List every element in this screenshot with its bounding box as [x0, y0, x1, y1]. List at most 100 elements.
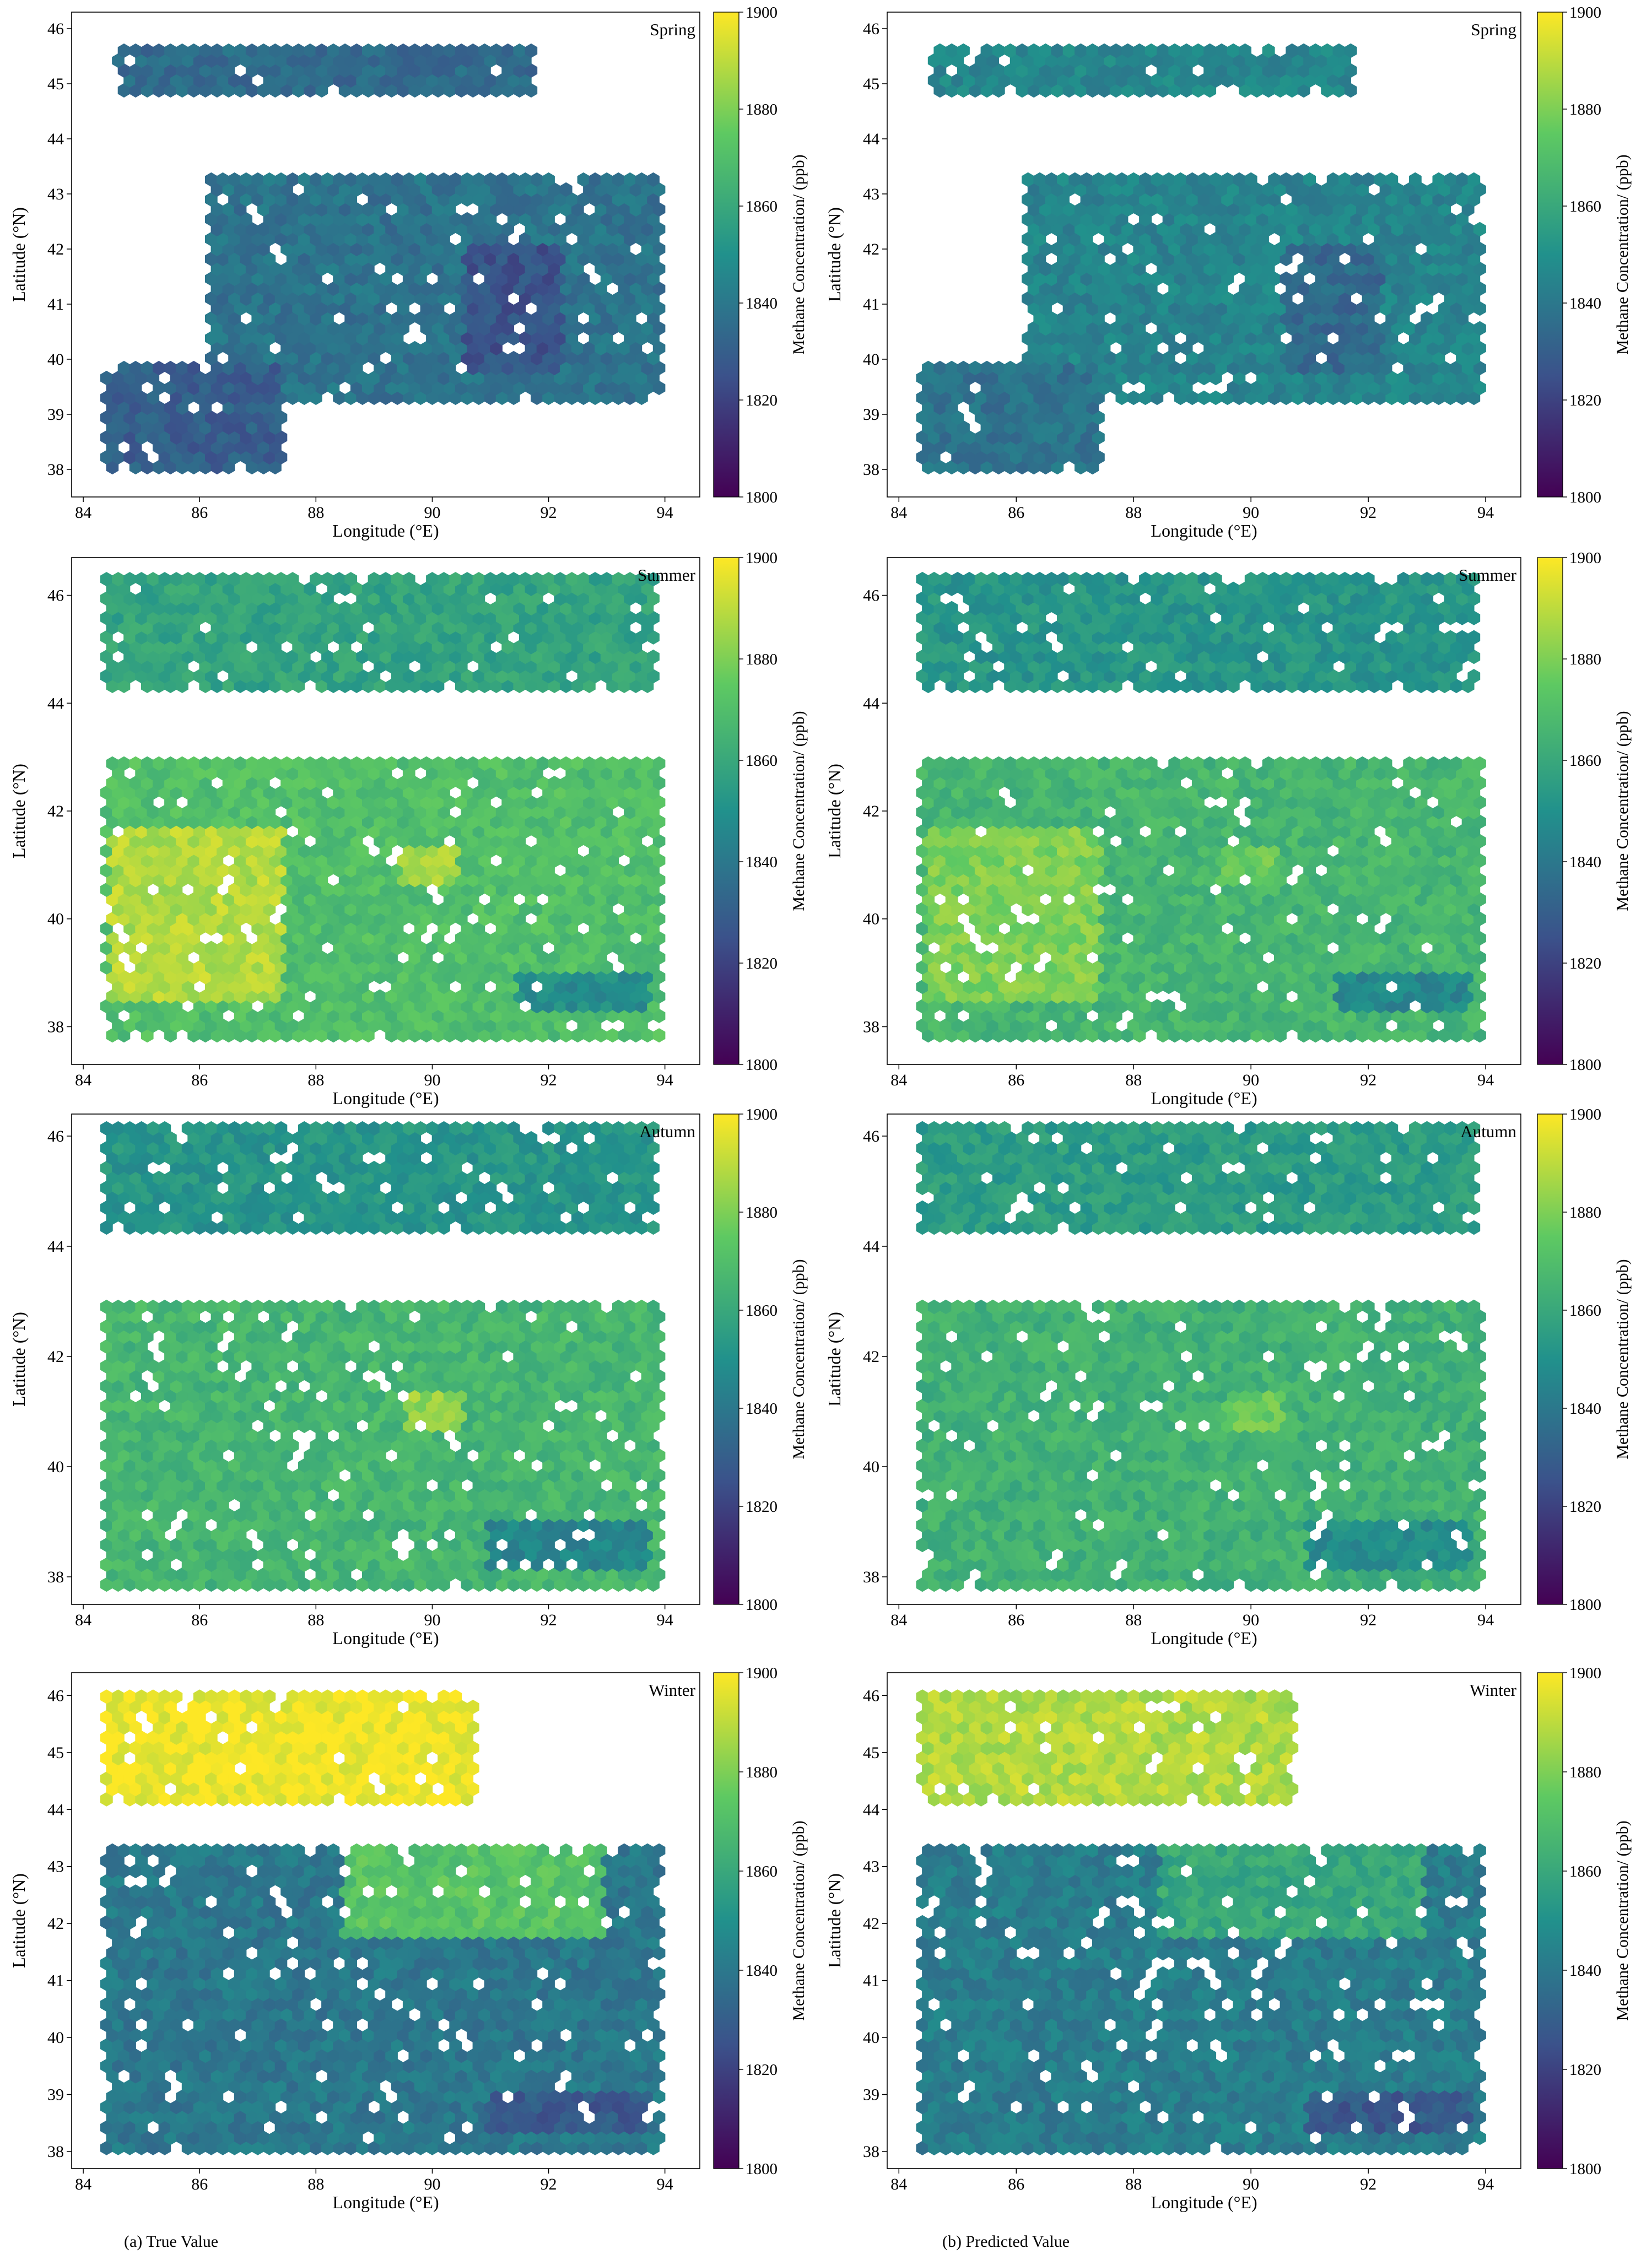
hex-cell — [519, 311, 532, 326]
hex-cell — [368, 291, 381, 306]
hex-cell — [123, 430, 136, 445]
hex-cell — [501, 301, 514, 316]
hex-cell — [170, 390, 183, 406]
hex-cell — [240, 212, 252, 227]
hex-cell — [310, 390, 322, 406]
hex-cell — [536, 241, 549, 257]
hex-cell — [158, 430, 171, 445]
hex-cell — [548, 221, 561, 237]
hex-cell — [274, 172, 288, 187]
hex-cell — [100, 390, 113, 406]
hex-cell — [420, 360, 433, 376]
hex-cell — [129, 400, 142, 415]
hex-cell — [612, 192, 625, 207]
hex-cell — [606, 321, 619, 336]
hex-cell — [280, 182, 293, 197]
hex-cell — [612, 212, 625, 227]
hex-cell — [176, 440, 188, 455]
hex-cell — [519, 212, 532, 227]
hex-cell — [571, 202, 584, 217]
hex-cell — [652, 182, 666, 197]
hex-cell — [298, 390, 311, 406]
hex-cell — [257, 460, 270, 475]
hex-cell — [652, 202, 666, 217]
y-tick-label: 45 — [863, 75, 879, 93]
hex-cell — [135, 370, 148, 386]
hex-cell — [443, 221, 456, 237]
hex-cell — [501, 321, 514, 336]
hex-cell — [269, 281, 282, 296]
hex-cell — [647, 291, 660, 306]
hex-cell — [438, 231, 450, 247]
hex-cell — [310, 251, 322, 267]
hex-cell — [350, 202, 363, 217]
hex-cell — [531, 192, 543, 207]
hex-cell — [467, 261, 479, 277]
x-tick-label: 94 — [657, 1071, 673, 1089]
hex-cell — [333, 271, 345, 286]
hex-cell — [338, 340, 352, 356]
hex-cell — [176, 460, 188, 475]
hex-cell — [228, 370, 241, 386]
hex-cell — [426, 311, 439, 326]
hex-cell — [379, 311, 392, 326]
hex-cell — [286, 271, 299, 286]
hex-cell — [327, 281, 340, 296]
hex-cell — [495, 251, 509, 267]
hex-cell — [385, 241, 398, 257]
hex-cell — [495, 370, 509, 386]
hex-cell — [531, 311, 543, 326]
hex-cell — [612, 231, 625, 247]
hex-cell — [368, 231, 381, 247]
hex-cell — [240, 291, 252, 306]
hex-cell — [327, 301, 340, 316]
hex-cell — [595, 202, 607, 217]
hex-cell — [106, 440, 119, 455]
hex-cell — [356, 231, 369, 247]
hex-cell — [449, 271, 462, 286]
hex-cell — [548, 301, 561, 316]
hex-cell — [490, 202, 503, 217]
hex-cell — [304, 340, 317, 356]
hex-cell — [402, 212, 415, 227]
hex-cell — [525, 380, 538, 396]
hex-cell — [443, 360, 456, 376]
hex-cell — [234, 281, 247, 296]
x-tick-label: 94 — [657, 504, 673, 522]
hex-cell — [559, 360, 573, 376]
hex-cell — [571, 340, 584, 356]
hex-cell — [525, 340, 538, 356]
hex-cell — [652, 221, 666, 237]
hex-cell — [402, 192, 415, 207]
hex-cell — [618, 301, 631, 316]
hex-cell — [438, 192, 450, 207]
hex-cell — [641, 182, 654, 197]
hex-cell — [589, 331, 602, 346]
hex-cell — [379, 172, 392, 187]
hex-cell — [251, 410, 264, 425]
hex-cell — [472, 331, 485, 346]
hex-cell — [391, 370, 404, 386]
hex-cell — [280, 380, 293, 396]
hex-cell — [606, 182, 619, 197]
hex-cell — [315, 221, 328, 237]
hex-cell — [420, 182, 433, 197]
hex-cell — [333, 370, 345, 386]
hex-cell — [647, 212, 660, 227]
x-tick-label: 90 — [1243, 504, 1259, 522]
hex-cell — [467, 182, 479, 197]
hex-cell — [595, 281, 607, 296]
hex-cell — [257, 420, 270, 435]
hex-cell — [269, 400, 282, 415]
hex-cell — [641, 221, 654, 237]
hex-cell — [385, 261, 398, 277]
hex-cell — [467, 281, 479, 296]
hex-cell — [501, 360, 514, 376]
hex-cell — [344, 212, 357, 227]
hex-cell — [507, 370, 520, 386]
hex-cell — [240, 251, 252, 267]
hex-cell — [210, 360, 224, 376]
hex-cell — [443, 182, 456, 197]
hex-cell — [647, 231, 660, 247]
hex-cell — [461, 212, 474, 227]
